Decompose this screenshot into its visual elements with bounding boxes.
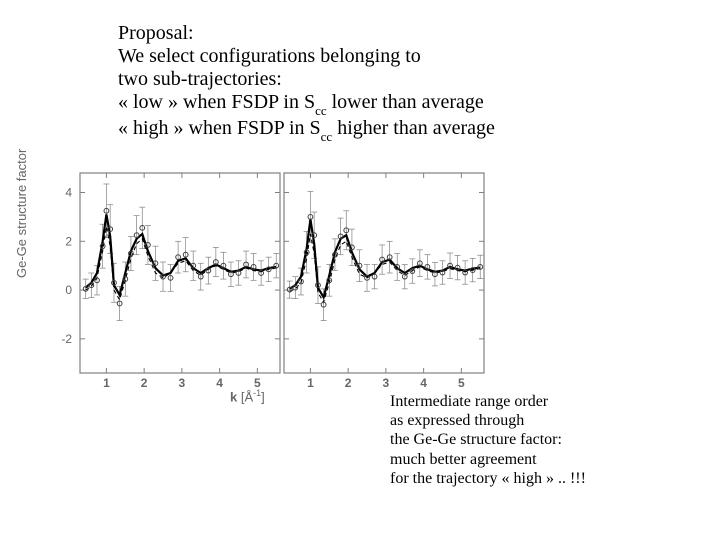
svg-text:3: 3 [383, 376, 390, 388]
proposal-line5: « high » when FSDP in Scc higher than av… [118, 117, 678, 143]
svg-text:5: 5 [254, 376, 261, 388]
svg-text:0: 0 [65, 283, 72, 297]
conc-l3: the Ge-Ge structure factor: [390, 430, 690, 449]
chart-container: -2 0 2 4 1 2 3 4 5 1 2 3 4 5 [38, 168, 506, 388]
svg-text:2: 2 [345, 376, 352, 388]
svg-text:5: 5 [458, 376, 465, 388]
proposal-line1: Proposal: [118, 22, 678, 45]
y-axis-label: Ge-Ge structure factor [14, 149, 29, 278]
svg-text:1: 1 [103, 376, 110, 388]
proposal-line4: « low » when FSDP in Scc lower than aver… [118, 91, 678, 117]
svg-text:-2: -2 [61, 332, 72, 346]
conc-l4: much better agreement [390, 450, 690, 469]
proposal-line2: We select configurations belonging to [118, 45, 678, 68]
conc-l5: for the trajectory « high » .. !!! [390, 469, 690, 488]
svg-text:4: 4 [216, 376, 223, 388]
proposal-text-block: Proposal: We select configurations belon… [118, 22, 678, 143]
conclusion-text-block: Intermediate range order as expressed th… [390, 392, 690, 488]
svg-text:4: 4 [65, 186, 72, 200]
svg-text:3: 3 [179, 376, 186, 388]
svg-text:2: 2 [65, 234, 72, 248]
svg-text:4: 4 [420, 376, 427, 388]
conc-l1: Intermediate range order [390, 392, 690, 411]
conc-l2: as expressed through [390, 411, 690, 430]
proposal-line3: two sub-trajectories: [118, 68, 678, 91]
svg-text:2: 2 [141, 376, 148, 388]
svg-text:1: 1 [307, 376, 314, 388]
structure-factor-charts: -2 0 2 4 1 2 3 4 5 1 2 3 4 5 [38, 168, 506, 388]
x-axis-label: k [Å-1] [230, 388, 265, 404]
